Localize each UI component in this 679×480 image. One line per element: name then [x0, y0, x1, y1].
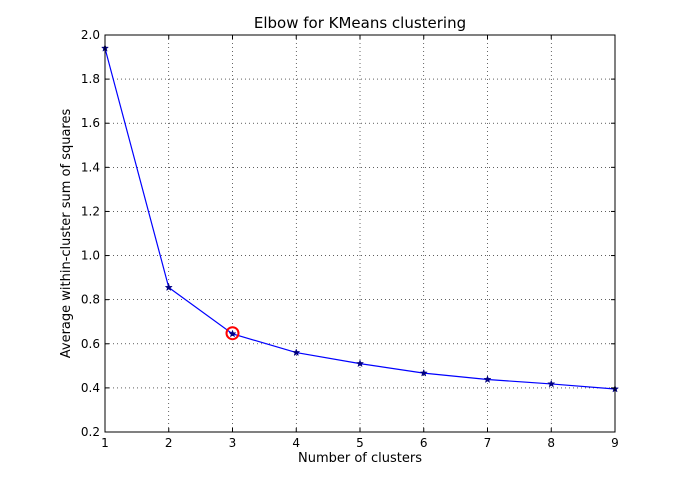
grid-layer [104, 34, 616, 433]
y-tick-label: 0.6 [81, 337, 100, 351]
x-tick-label: 8 [547, 436, 555, 450]
x-tick-label: 5 [356, 436, 364, 450]
x-tick-label: 9 [611, 436, 619, 450]
x-tick-label: 2 [165, 436, 173, 450]
data-point-marker [419, 368, 428, 377]
x-tick-label: 1 [101, 436, 109, 450]
x-tick-label: 7 [484, 436, 492, 450]
annotation-layer [225, 326, 240, 341]
y-axis-title: Average within-cluster sum of squares [59, 109, 74, 359]
data-point-marker [355, 359, 365, 368]
y-tick-label: 0.2 [81, 425, 100, 439]
y-tick-label: 2.0 [81, 28, 100, 42]
data-point-marker [164, 283, 173, 292]
x-tick-label: 3 [229, 436, 237, 450]
data-point-marker [483, 375, 492, 384]
y-tick-label: 1.4 [81, 160, 100, 174]
x-tick-label: 6 [420, 436, 428, 450]
series-layer [100, 43, 620, 393]
y-tick-label: 0.8 [81, 293, 100, 307]
y-tick-label: 0.4 [81, 381, 100, 395]
elbow-highlight-circle [225, 326, 240, 341]
data-point-marker [547, 379, 556, 388]
plot-frame [104, 34, 616, 433]
y-tick-label: 1.2 [81, 204, 100, 218]
data-point-marker [292, 348, 301, 357]
x-axis-title: Number of clusters [298, 451, 422, 466]
y-tick-label: 1.6 [81, 116, 100, 130]
x-tick-label: 4 [292, 436, 300, 450]
chart-title: Elbow for KMeans clustering [254, 14, 466, 32]
y-tick-label: 1.8 [81, 72, 100, 86]
tick-layer: 1 2 3 4 5 6 7 8 9 0.2 0.4 0.6 0.8 1.0 1.2 1.4 1.6 1.8 2.0 [81, 28, 619, 450]
data-point-marker [228, 329, 237, 338]
y-tick-label: 1.0 [81, 249, 100, 263]
